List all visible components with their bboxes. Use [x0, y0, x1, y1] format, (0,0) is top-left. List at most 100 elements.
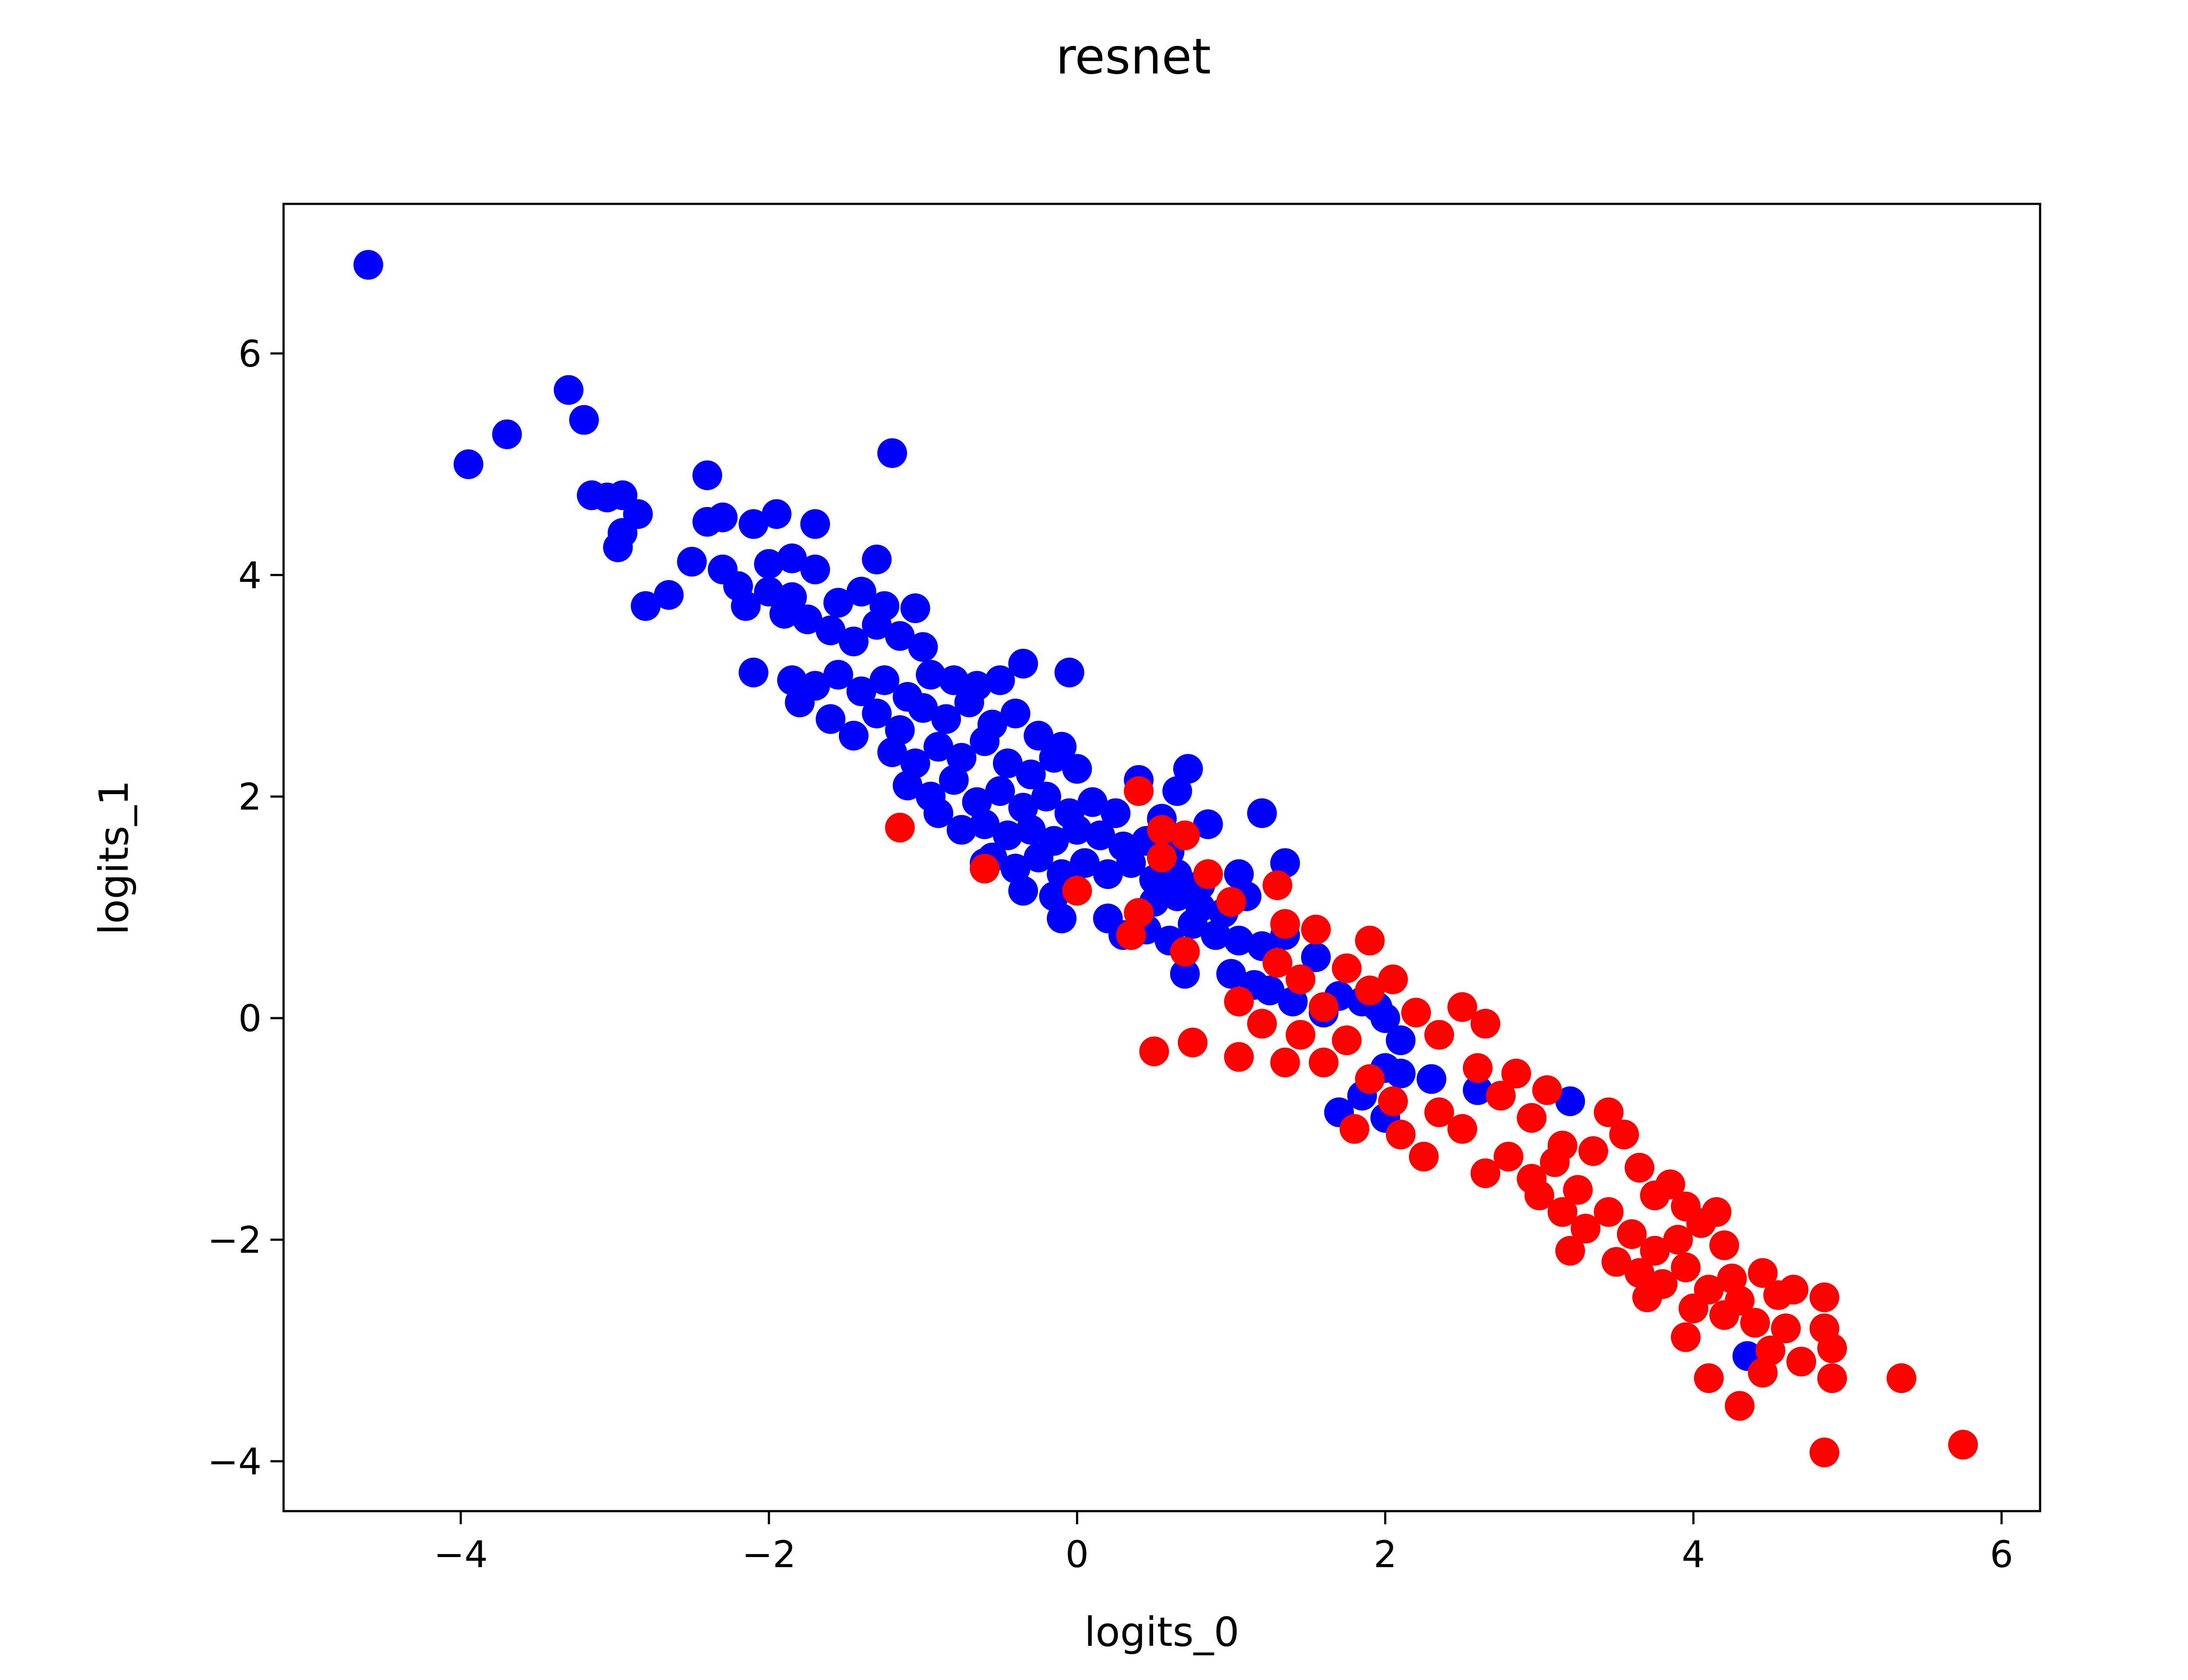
x-tick-label: 2 [1374, 1533, 1397, 1576]
data-point [1817, 1363, 1847, 1393]
data-point [1000, 698, 1031, 728]
x-axis: −4 −2 0 2 4 6 [434, 1511, 2013, 1576]
data-point [992, 820, 1023, 850]
data-point [862, 544, 892, 574]
data-point [816, 615, 845, 645]
x-tick-label: 0 [1066, 1533, 1089, 1576]
data-point [877, 438, 907, 468]
data-point [923, 798, 954, 828]
data-point [1193, 859, 1223, 889]
data-point [1116, 848, 1146, 878]
data-point [939, 765, 969, 795]
data-point [1355, 975, 1385, 1005]
data-point [1385, 1058, 1416, 1088]
points-layer [353, 250, 1978, 1467]
data-point [1663, 1225, 1693, 1255]
data-point [1701, 1197, 1732, 1227]
y-tick-label: 6 [238, 332, 262, 375]
data-point [1771, 1313, 1801, 1344]
data-point [692, 460, 722, 490]
data-point [1470, 1008, 1501, 1039]
data-point [1601, 1247, 1631, 1277]
y-tick-label: −4 [207, 1440, 262, 1483]
data-point [754, 549, 784, 579]
data-point [908, 693, 938, 723]
data-point [1301, 914, 1331, 945]
y-tick-label: −2 [207, 1219, 262, 1262]
data-point [1809, 1282, 1840, 1312]
data-point [1085, 820, 1115, 850]
data-point [1224, 925, 1254, 956]
data-point [1062, 815, 1092, 845]
data-point [1247, 798, 1277, 828]
data-point [1062, 876, 1092, 906]
data-point [1024, 721, 1054, 751]
data-point [1162, 881, 1192, 911]
data-point [1016, 815, 1046, 845]
data-point [992, 748, 1023, 778]
data-point [1162, 776, 1192, 806]
data-point [1624, 1153, 1655, 1183]
data-point [761, 499, 792, 529]
data-point [1139, 1036, 1169, 1067]
data-point [1224, 1042, 1254, 1072]
data-point [1486, 1081, 1516, 1111]
data-point [631, 591, 661, 621]
data-point [1170, 937, 1200, 967]
data-point [1385, 1025, 1416, 1055]
data-point [1694, 1363, 1724, 1393]
y-axis-label: logits_1 [91, 780, 137, 935]
data-point [1147, 843, 1177, 872]
data-point [654, 580, 684, 610]
data-point [1193, 809, 1223, 839]
data-point [1339, 1114, 1370, 1144]
data-point [1039, 743, 1069, 773]
data-point [985, 776, 1015, 806]
data-point [885, 621, 915, 651]
data-point [846, 577, 877, 607]
data-point [1447, 1114, 1477, 1144]
data-point [1748, 1258, 1778, 1288]
data-point [1308, 1047, 1339, 1078]
data-point [738, 509, 768, 539]
data-point [1401, 998, 1431, 1028]
data-point [1725, 1391, 1755, 1421]
data-point [954, 687, 984, 718]
data-point [1778, 1274, 1809, 1305]
data-point [1594, 1197, 1624, 1227]
data-point [1462, 1075, 1493, 1105]
data-point [1170, 959, 1200, 989]
data-point [1709, 1300, 1739, 1330]
data-point [1093, 859, 1123, 889]
data-point [1501, 1058, 1531, 1088]
data-point [353, 250, 383, 280]
data-point [1417, 1064, 1447, 1094]
data-point [862, 610, 892, 640]
data-point [1008, 876, 1038, 906]
data-point [1069, 848, 1100, 878]
data-point [1124, 898, 1154, 928]
data-point [823, 660, 853, 690]
data-point [1201, 920, 1231, 950]
data-point [1563, 1175, 1593, 1205]
data-point [603, 532, 633, 562]
data-point [1378, 964, 1408, 994]
data-point [838, 721, 869, 751]
data-point [769, 598, 799, 629]
data-point [1748, 1358, 1778, 1388]
data-point [1624, 1258, 1655, 1288]
y-axis: −4 −2 0 2 4 6 [207, 332, 284, 1483]
data-point [1409, 1141, 1439, 1172]
data-point [985, 665, 1015, 695]
data-point [931, 704, 961, 734]
data-point [970, 726, 1000, 756]
data-point [1555, 1086, 1585, 1116]
data-point [738, 658, 768, 688]
data-point [1470, 1158, 1501, 1188]
data-point [1671, 1252, 1701, 1282]
x-tick-label: −4 [434, 1533, 488, 1576]
data-point [1332, 953, 1362, 984]
data-point [1524, 1180, 1554, 1211]
data-point [492, 419, 522, 449]
data-point [1378, 1086, 1408, 1116]
